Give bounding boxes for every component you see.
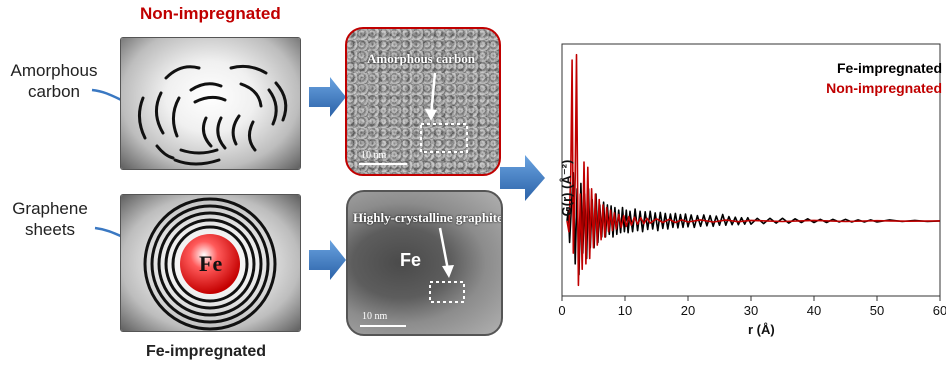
x-tick-label: 50 <box>870 303 884 318</box>
series-fe-impregnated-line <box>566 171 941 276</box>
amorphous-label-line1: Amorphous <box>10 61 98 80</box>
amorphous-label-line2: carbon <box>28 82 80 101</box>
x-tick-label: 20 <box>681 303 695 318</box>
graphene-label-line1: Graphene <box>12 199 88 218</box>
tem-amorphous-label: Amorphous carbon <box>367 51 475 66</box>
center-block-arrow-icon <box>500 155 545 201</box>
tem-graphite-scale: 10 nm <box>362 311 388 322</box>
top-block-arrow-icon <box>309 77 346 117</box>
x-tick-label: 40 <box>807 303 821 318</box>
pdf-chart-svg: 0 10 20 30 40 50 60 <box>558 43 947 318</box>
x-tick-label: 60 <box>933 303 946 318</box>
x-tick-label: 0 <box>558 303 565 318</box>
amorphous-arcs-icon <box>138 64 288 166</box>
graphene-label-line2: sheets <box>24 220 76 239</box>
bottom-row-title: Fe-impregnated <box>146 343 267 360</box>
graphene-rings-icon <box>143 197 277 331</box>
tem-image-graphite: Highly-crystalline graphite Fe 10 nm <box>346 190 503 336</box>
fe-particle-label: Fe <box>199 251 223 276</box>
legend-non-impregnated: Non-impregnated <box>826 80 942 96</box>
graphene-sheets-label: Graphene sheets <box>0 198 100 240</box>
legend-fe-impregnated: Fe-impregnated <box>836 60 942 76</box>
graphene-schematic: Fe <box>121 195 300 331</box>
tem-fe-label: Fe <box>400 250 422 270</box>
top-row-title: Non-impregnated <box>140 4 281 23</box>
series-non-impregnated-line <box>566 53 941 287</box>
tem-graphite-annotations <box>360 227 465 327</box>
x-tick-label: 10 <box>618 303 632 318</box>
chart-ylabel: G(r) (Å⁻²) <box>559 159 574 217</box>
chart-xlabel: r (Å) <box>748 322 775 337</box>
tem-graphite-label: Highly-crystalline graphite <box>353 210 503 225</box>
fe-particle-icon <box>180 234 240 294</box>
amorphous-carbon-label: Amorphous carbon <box>4 60 104 102</box>
amorphous-schematic <box>121 38 300 169</box>
tem-amorphous-annotations <box>359 72 468 165</box>
x-tick-label: 30 <box>744 303 758 318</box>
bottom-block-arrow-icon <box>309 240 346 280</box>
tem-image-amorphous: Amorphous carbon 10 nm <box>345 27 501 176</box>
pdf-chart: 0 10 20 30 40 50 60 G(r) (Å⁻²) r (Å) Fe-impreg… <box>548 40 947 350</box>
tem-amorphous-scale: 10 nm <box>361 150 387 161</box>
